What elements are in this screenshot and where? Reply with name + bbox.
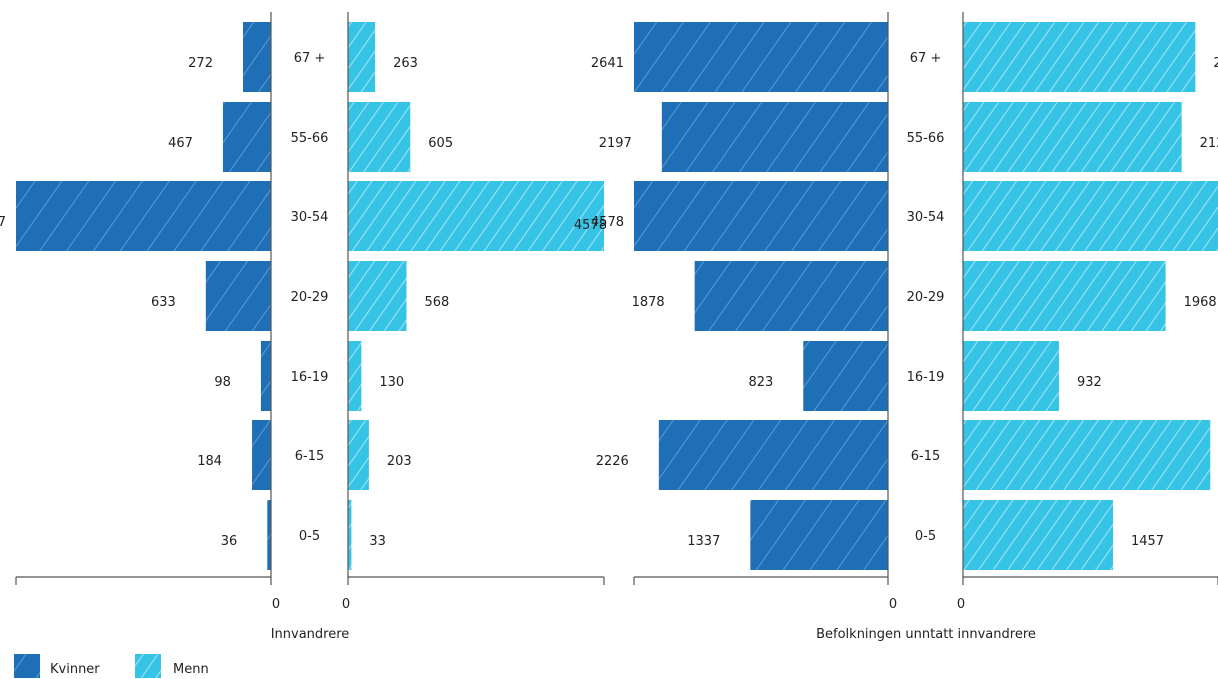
- bar-kvinner: [661, 102, 888, 172]
- bar-menn: [348, 341, 362, 411]
- bar-menn: [348, 420, 369, 490]
- age-group-label: 30-54: [291, 210, 329, 225]
- bar-menn: [348, 261, 407, 331]
- plots-layer: 67 + 272 263 55-66 467 605 30-54 2477 20-29 633 56…: [0, 12, 1218, 642]
- data-label-menn: 263: [393, 56, 418, 71]
- data-label-menn: 1457: [1131, 534, 1164, 549]
- bar-kvinner: [205, 261, 271, 331]
- panel-title: Befolkningen unntatt innvandrere: [816, 627, 1036, 642]
- bar-menn: [348, 22, 376, 92]
- data-label-kvinner: 823: [748, 375, 773, 390]
- data-label-menn: 33: [369, 534, 386, 549]
- legend-label-menn: Menn: [173, 662, 209, 677]
- data-label-kvinner: 98: [214, 375, 231, 390]
- age-group-label: 20-29: [291, 290, 329, 305]
- bar-kvinner: [242, 22, 271, 92]
- pyramid-panel-2: 67 + 2641 2257 55-66 2197 2124 30-54 4578 20-29 1…: [591, 12, 1218, 642]
- data-label-kvinner: 2477: [0, 215, 6, 230]
- age-group-label: 6-15: [911, 449, 941, 464]
- data-label-menn: 605: [428, 136, 453, 151]
- data-label-kvinner: 272: [188, 56, 213, 71]
- data-label-kvinner: 1878: [632, 295, 665, 310]
- data-label-kvinner: 2226: [596, 454, 629, 469]
- data-label-menn: 1968: [1184, 295, 1217, 310]
- bar-kvinner: [16, 181, 271, 251]
- bar-kvinner: [252, 420, 271, 490]
- data-label-kvinner: 1337: [687, 534, 720, 549]
- bar-kvinner: [634, 22, 888, 92]
- legend-swatch-menn: [135, 654, 161, 678]
- legend-swatch-kvinner: [14, 654, 40, 678]
- bar-menn: [963, 22, 1196, 92]
- bar-menn: [963, 102, 1182, 172]
- age-group-label: 20-29: [907, 290, 945, 305]
- age-group-label: 16-19: [291, 370, 329, 385]
- data-label-kvinner: 2641: [591, 56, 624, 71]
- bar-menn: [348, 500, 352, 570]
- age-group-label: 55-66: [907, 131, 945, 146]
- data-label-menn: 203: [387, 454, 412, 469]
- data-label-overflow: 4578: [574, 218, 607, 233]
- legend-label-kvinner: Kvinner: [50, 662, 100, 677]
- tick-label-zero: 0: [889, 597, 897, 612]
- bar-menn: [348, 181, 604, 251]
- data-label-menn: 2257: [1213, 56, 1218, 71]
- panel-title: Innvandrere: [271, 627, 350, 642]
- bar-kvinner: [634, 181, 888, 251]
- age-group-label: 0-5: [299, 529, 320, 544]
- bar-menn: [348, 102, 411, 172]
- data-label-menn: 2124: [1200, 136, 1218, 151]
- bar-kvinner: [803, 341, 888, 411]
- data-label-kvinner: 2197: [599, 136, 632, 151]
- bar-kvinner: [658, 420, 888, 490]
- age-group-label: 0-5: [915, 529, 936, 544]
- data-label-kvinner: 467: [168, 136, 193, 151]
- data-label-kvinner: 184: [197, 454, 222, 469]
- age-group-label: 55-66: [291, 131, 329, 146]
- bar-kvinner: [222, 102, 271, 172]
- data-label-kvinner: 4578: [591, 215, 624, 230]
- data-label-menn: 568: [424, 295, 449, 310]
- bar-menn: [963, 341, 1059, 411]
- age-group-label: 67 +: [910, 51, 942, 66]
- legend: Kvinner Menn: [14, 654, 209, 678]
- tick-label-zero: 0: [272, 597, 280, 612]
- bar-menn: [963, 261, 1166, 331]
- age-group-label: 6-15: [295, 449, 325, 464]
- age-group-label: 67 +: [294, 51, 326, 66]
- bar-kvinner: [260, 341, 271, 411]
- data-label-kvinner: 36: [221, 534, 238, 549]
- data-label-kvinner: 633: [151, 295, 176, 310]
- bar-kvinner: [267, 500, 271, 570]
- age-group-label: 30-54: [907, 210, 945, 225]
- pyramid-panel-1: 67 + 272 263 55-66 467 605 30-54 2477 20-29 633 56…: [0, 12, 605, 642]
- age-group-label: 16-19: [907, 370, 945, 385]
- data-label-menn: 130: [379, 375, 404, 390]
- bar-menn: [963, 420, 1211, 490]
- bar-kvinner: [750, 500, 888, 570]
- tick-label-zero: 0: [342, 597, 350, 612]
- data-label-menn: 932: [1077, 375, 1102, 390]
- bar-menn: [963, 500, 1113, 570]
- bar-kvinner: [694, 261, 888, 331]
- bar-menn: [963, 181, 1218, 251]
- tick-label-zero: 0: [957, 597, 965, 612]
